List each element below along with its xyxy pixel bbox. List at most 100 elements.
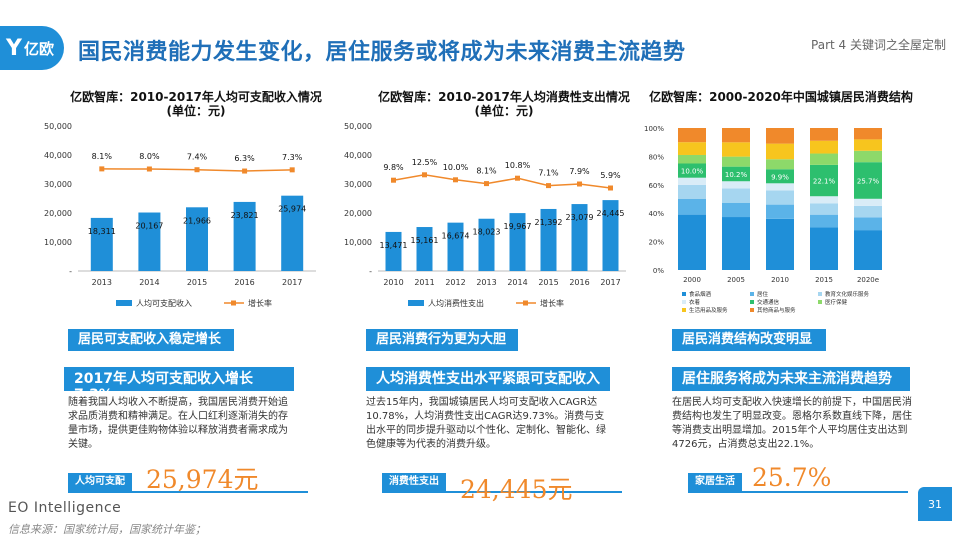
- chart3-legend-label: 衣着: [689, 298, 701, 306]
- panel3-stat-label: 家居生活: [688, 473, 742, 491]
- chart3-legend-swatch: [750, 292, 754, 296]
- chart2-rate-label: 5.9%: [600, 171, 621, 180]
- chart2-bar-label: 21,392: [535, 218, 563, 227]
- panel3-body: 在居民人均可支配收入快速增长的前提下，中国居民消费结构也发生了明显改变。恩格尔系…: [672, 397, 912, 450]
- chart3-segment: [722, 156, 750, 167]
- chart1-rate-marker: [194, 167, 200, 173]
- chart3-segment: [722, 202, 750, 218]
- chart3-segment-label: 10.0%: [681, 168, 704, 176]
- chart3-segment-label: 25.7%: [857, 177, 880, 185]
- chart3-segment: [766, 159, 794, 170]
- chart3-ytick: 80%: [648, 153, 664, 161]
- chart3-segment: [854, 150, 882, 163]
- chart3-segment: [678, 199, 706, 215]
- chart2-legend-swatch: [408, 300, 424, 306]
- chart2-ytick: 50,000: [344, 122, 372, 131]
- chart2-rate-marker: [391, 177, 396, 183]
- logo-mark-icon: Y: [6, 35, 22, 61]
- chart2-ytick: 20,000: [344, 209, 372, 218]
- chart2-bar: [540, 208, 557, 271]
- chart3-segment: [678, 128, 706, 143]
- chart2-bar-label: 23,079: [566, 213, 594, 222]
- chart3-legend-label: 食品烟酒: [689, 290, 712, 298]
- chart3-segment: [766, 143, 794, 160]
- chart2-bar: [478, 218, 495, 271]
- chart2-bar: [385, 231, 402, 271]
- chart2-xtick: 2012: [445, 278, 465, 287]
- chart1-xtick: 2014: [139, 278, 159, 287]
- chart3-segment: [722, 217, 750, 270]
- chart3-title: 亿欧智库：2000-2020年中国城镇居民消费结构: [636, 90, 926, 104]
- chart2-bar-label: 19,967: [504, 222, 532, 231]
- chart2-ytick: -: [369, 267, 372, 276]
- chart3-legend-label: 其他商品与服务: [757, 306, 796, 314]
- chart2-rate-marker: [453, 177, 458, 183]
- chart3-ytick: 100%: [644, 125, 664, 133]
- chart3-segment: [810, 196, 838, 204]
- chart1-bar-label: 21,966: [183, 216, 211, 225]
- chart2-ytick: 10,000: [344, 238, 372, 247]
- panel2-stat-underline: [382, 491, 622, 493]
- chart2-rate-label: 10.8%: [505, 161, 531, 170]
- chart3-segment: [854, 217, 882, 231]
- panel3-stat-value: 25.7%: [752, 463, 832, 492]
- chart1-title-text: 亿欧智库：2010-2017年人均可支配收入情况: [70, 90, 322, 104]
- panel3-headline: 居住服务将成为未来主流消费趋势: [672, 367, 910, 391]
- chart3-legend-swatch: [750, 308, 754, 312]
- chart3-segment-label: 9.9%: [771, 173, 789, 181]
- chart3-segment-label: 10.2%: [725, 171, 748, 179]
- chart3-segment: [854, 205, 882, 218]
- chart3-segment: [766, 204, 794, 219]
- chart2-rate-marker: [484, 181, 489, 187]
- chart1-ytick: 50,000: [44, 122, 72, 131]
- chart2-bar-label: 18,023: [473, 228, 501, 237]
- chart2-bar-label: 15,161: [411, 236, 439, 245]
- chart2-xtick: 2011: [414, 278, 434, 287]
- chart1-subtitle: (单位：元): [166, 104, 226, 118]
- chart3-ytick: 20%: [648, 239, 664, 247]
- chart3-segment: [722, 142, 750, 157]
- chart2-rate-marker: [515, 175, 520, 181]
- chart1-bar: [233, 201, 256, 271]
- chart3-segment: [854, 230, 882, 270]
- chart2-rate-label: 7.9%: [569, 167, 590, 176]
- chart3-xtick: 2005: [727, 276, 745, 284]
- chart2-bar-label: 24,445: [597, 209, 625, 218]
- chart2-subtitle: (单位：元): [474, 104, 534, 118]
- chart1-legend-marker: [231, 300, 236, 306]
- chart3-legend-swatch: [682, 300, 686, 304]
- chart1-bar: [186, 207, 208, 271]
- chart2-title: 亿欧智库：2010-2017年人均消费性支出情况 (单位：元): [370, 90, 638, 118]
- panel1-body: 随着我国人均收入不断提高，我国居民消费开始追求品质消费和精神满足。在人口红利逐渐…: [68, 397, 288, 450]
- chart2-xtick: 2017: [600, 278, 620, 287]
- panel2-stat-label: 消费性支出: [382, 473, 446, 491]
- chart3-title-text: 亿欧智库：2000-2020年中国城镇居民消费结构: [649, 90, 913, 104]
- chart1-legend-swatch: [116, 300, 132, 306]
- chart1-ytick: 10,000: [44, 238, 72, 247]
- footer-brand: EO Intelligence: [8, 500, 122, 516]
- chart1-ytick: 30,000: [44, 180, 72, 189]
- chart2-rate-marker: [422, 172, 427, 178]
- chart1-rate-marker: [146, 166, 152, 172]
- chart2-xtick: 2010: [383, 278, 403, 287]
- chart2-bar-label: 13,471: [380, 241, 408, 250]
- chart1-bar-label: 25,974: [278, 205, 306, 214]
- chart3-segment: [766, 218, 794, 270]
- chart3-segment-label: 22.1%: [813, 178, 836, 186]
- chart3-legend-swatch: [818, 300, 822, 304]
- chart1-bar-label: 23,821: [231, 211, 259, 220]
- chart3-segment: [678, 177, 706, 185]
- panel1-section: 居民可支配收入稳定增长: [68, 329, 234, 351]
- chart2-svg: 50,000 40,000 30,000 20,000 10,000 - 13,471 201…: [344, 122, 626, 308]
- panel1-stat-underline: [68, 491, 308, 493]
- chart3-segment: [810, 203, 838, 215]
- panel3-stat-underline: [688, 491, 908, 493]
- chart1-xtick: 2013: [92, 278, 112, 287]
- chart1-title: 亿欧智库：2010-2017年人均可支配收入情况 (单位：元): [62, 90, 330, 118]
- chart3-segment: [678, 142, 706, 155]
- chart3-legend-label: 教育文化娱乐服务: [825, 290, 870, 298]
- chart3-xtick: 2015: [815, 276, 833, 284]
- chart3-segment: [766, 190, 794, 205]
- chart3-segment: [854, 198, 882, 206]
- chart3-legend-label: 生活用品及服务: [689, 306, 728, 314]
